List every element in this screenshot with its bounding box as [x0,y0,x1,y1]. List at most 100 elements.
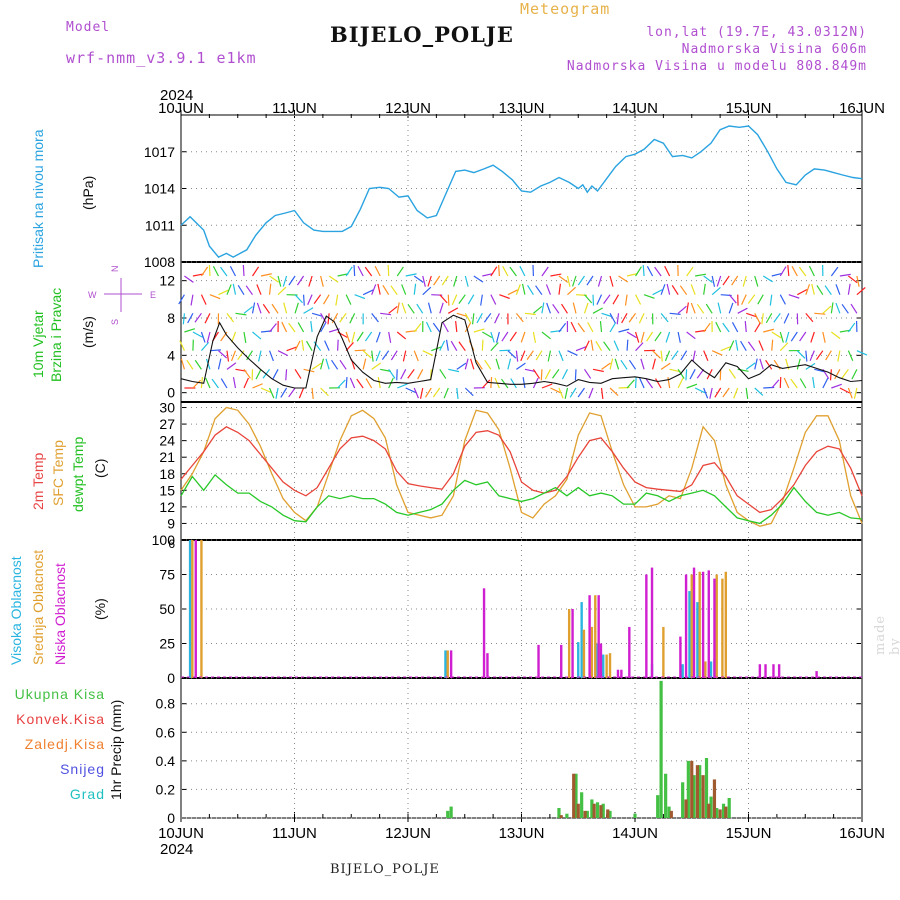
wind-barb [532,368,541,379]
wind-barb [490,331,495,343]
wind-barb [655,378,662,389]
wind-barb [540,369,543,381]
wind-barb [324,340,330,351]
wind-barb [353,264,356,277]
wind-barb [388,305,398,314]
wind-barb [541,383,553,389]
wind-barb [335,294,339,306]
wind-barb [217,358,222,370]
wind-barb [481,339,484,351]
wind-barb [635,294,642,305]
cloud-bar [620,669,623,678]
wind-barb [220,266,228,277]
t2m-line [180,426,863,514]
cloud-bar [616,669,620,678]
wind-barb [769,294,773,306]
wind-barb [839,273,851,277]
wind-barb [596,294,603,305]
y-tick-label: 0 [167,385,175,401]
wind-barb [294,369,302,379]
wind-barb [483,312,492,323]
wind-barb [320,313,327,324]
precip-bar [712,779,717,818]
wind-barb [490,266,498,277]
cloud-bar [724,571,727,678]
wind-barb [450,340,458,351]
wind-barb [747,294,756,304]
wind-barb [696,368,705,379]
y-tick-label: 1017 [144,144,175,160]
wind-barb [194,359,202,370]
cloud-bar [594,595,597,678]
wind-barb [520,350,526,362]
cloud-bar [772,664,775,678]
wind-barb [447,307,459,314]
wind-barb [703,275,713,284]
cloud-bar [684,574,688,678]
wind-barb [717,302,722,314]
wind-barb [577,322,585,333]
wind-barb [439,340,446,351]
precip-bar [707,803,711,818]
precip-bar [698,765,702,818]
precip-bar [574,773,578,818]
wind-barb [618,328,630,333]
wind-barb [405,387,416,394]
wind-barb [515,312,524,323]
y-tick-label: 0.4 [156,753,176,769]
wind-barb [609,313,616,324]
wind-barb [703,387,709,399]
wind-barb [609,322,617,333]
wind-barb [283,302,288,314]
wind-barb [814,368,826,373]
y-tick-label: 0 [167,670,175,686]
wind-barb [652,358,656,370]
wind-barb [322,294,330,305]
wind-barb [445,339,449,351]
wind-barb [588,387,594,399]
wind-barb [799,331,807,342]
wind-barb [841,303,849,314]
wind-barb [737,368,749,372]
wind-barb [796,350,806,359]
wind-barb [805,312,814,323]
wind-barb [787,264,790,277]
wind-barb [634,331,640,343]
wind-barb [851,369,858,380]
wind-barb [211,378,219,389]
wind-barb [646,331,654,342]
wind-barb [711,275,716,287]
wind-barb [550,387,561,394]
wind-barb [509,331,517,342]
wind-barb [790,378,798,389]
wind-barb [402,350,407,362]
wind-barb [311,362,322,370]
cloud-bar [599,643,603,678]
wind-barb [695,273,707,277]
wind-barb [522,377,526,389]
precip-bar [557,808,561,818]
wind-barb [245,285,253,296]
wind-barb [635,266,642,277]
wind-barb [666,283,671,295]
wind-barb [256,302,262,314]
wind-barb [715,321,722,333]
wind-barb [499,294,510,299]
wind-barb [660,350,663,362]
compass-west: W [88,290,97,300]
cloud-bar [698,571,701,678]
precip-bar [446,810,450,818]
wind-barb [439,294,448,304]
wind-barb [759,358,764,370]
precip-bar [606,809,610,818]
wind-barb [427,302,432,314]
wind-barb [601,312,613,318]
wind-barb [544,369,551,380]
wind-barb [677,377,684,389]
wind-barb [339,359,347,370]
panel-frame [180,261,863,403]
cloud-bar [602,654,605,678]
wind-barb [626,339,629,351]
wind-barb [354,294,366,300]
wind-barb [235,312,247,316]
